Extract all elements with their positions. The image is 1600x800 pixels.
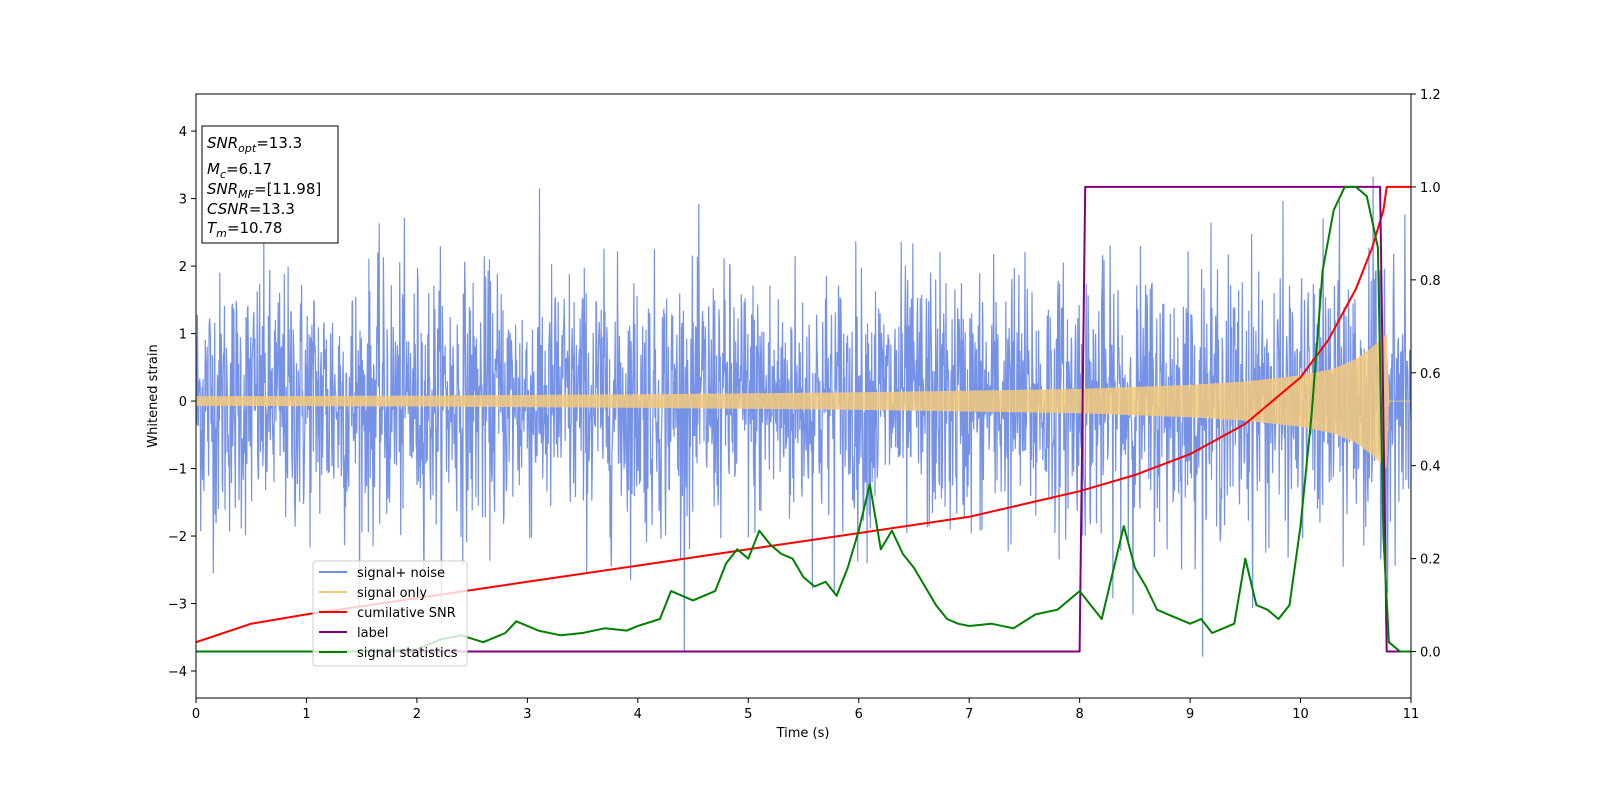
y2-tick-label: 0.4 [1420,460,1441,475]
x-tick-label: 8 [1075,707,1083,722]
y-axis-right: 0.0 0.2 0.4 0.6 0.8 1.0 1.2 [1411,88,1441,661]
legend-item-cumulative-snr: cumilative SNR [319,606,456,621]
legend-item-signal-statistics: signal statistics [319,646,458,661]
series-signal-statistics [196,185,1411,653]
y-axis-left: −4 −3 −2 −1 0 1 2 3 4 [168,125,196,680]
svg-text:signal statistics: signal statistics [357,646,458,661]
x-tick-label: 7 [965,707,973,722]
legend: signal+ noise signal only cumilative SNR… [312,560,468,667]
series-label [196,185,1411,653]
svg-text:signal+ noise: signal+ noise [357,566,445,581]
y2-tick-label: 0.8 [1420,274,1441,289]
y-tick-label: 0 [179,395,187,410]
info-snr-mf: SNRMF=[11.98] [207,180,321,201]
x-tick-label: 6 [855,707,863,722]
y2-tick-label: 1.2 [1420,88,1441,103]
x-axis-label: Time (s) [776,726,830,741]
x-tick-label: 3 [523,707,531,722]
x-tick-label: 10 [1292,707,1309,722]
x-tick-label: 1 [302,707,310,722]
legend-item-signal-noise: signal+ noise [319,566,445,581]
y2-tick-label: 1.0 [1420,181,1441,196]
info-csnr: CSNR=13.3 [207,200,295,218]
y-tick-label: 2 [179,260,187,275]
x-tick-label: 4 [634,707,642,722]
y-tick-label: 1 [179,328,187,343]
y2-tick-label: 0.6 [1420,367,1441,382]
y2-tick-label: 0.0 [1420,646,1441,661]
info-mc: Mc=6.17 [207,160,272,181]
y2-tick-label: 0.2 [1420,553,1441,568]
legend-item-signal-only: signal only [319,586,427,601]
series-signal-only [196,333,1411,469]
y-tick-label: −4 [168,665,187,680]
x-tick-label: 0 [192,707,200,722]
svg-text:label: label [357,626,388,641]
svg-text:signal only: signal only [357,586,427,601]
x-tick-label: 5 [744,707,752,722]
y-tick-label: 3 [179,193,187,208]
svg-text:cumilative SNR: cumilative SNR [357,606,456,621]
y-tick-label: −1 [168,463,187,478]
info-box: SNRopt=13.3 Mc=6.17 SNRMF=[11.98] CSNR=1… [201,125,339,244]
info-tm: Tm=10.78 [207,219,282,240]
y-tick-label: −3 [168,598,187,613]
y-axis-label: Whitened strain [146,344,161,447]
x-tick-label: 9 [1186,707,1194,722]
x-axis: 0 1 2 3 4 5 6 7 8 9 10 11 [192,698,1419,722]
x-tick-label: 11 [1403,707,1420,722]
x-tick-label: 2 [413,707,421,722]
plot-frame [195,93,1412,699]
y-tick-label: 4 [179,125,187,140]
y-tick-label: −2 [168,530,187,545]
info-snr-opt: SNRopt=13.3 [207,134,302,155]
legend-item-label: label [319,626,388,641]
